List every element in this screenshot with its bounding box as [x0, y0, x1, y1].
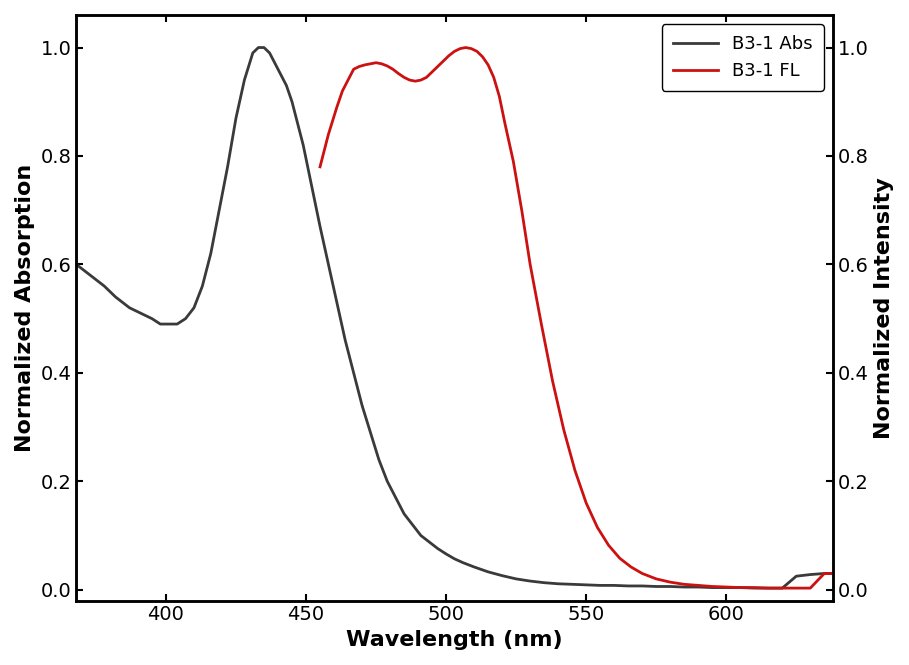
B3-1 Abs [827, 569, 838, 577]
Legend: B3-1 Abs, B3-1 FL: B3-1 Abs, B3-1 FL [662, 24, 824, 90]
B3-1 FL [433, 63, 444, 70]
B3-1 FL [827, 569, 838, 577]
B3-1 FL [315, 163, 325, 171]
B3-1 FL [763, 584, 774, 592]
B3-1 FL [558, 426, 569, 434]
B3-1 FL [426, 68, 437, 76]
B3-1 Abs [623, 582, 634, 590]
B3-1 Abs [749, 584, 760, 592]
B3-1 FL [460, 43, 471, 51]
Line: B3-1 FL: B3-1 FL [320, 47, 833, 588]
B3-1 Abs [253, 43, 264, 51]
B3-1 FL [376, 60, 387, 68]
B3-1 Abs [71, 261, 82, 269]
Y-axis label: Normalized Intensity: Normalized Intensity [874, 177, 894, 439]
Line: B3-1 Abs: B3-1 Abs [76, 47, 833, 588]
B3-1 FL [415, 76, 426, 84]
B3-1 Abs [664, 583, 675, 591]
B3-1 Abs [594, 581, 605, 589]
B3-1 Abs [636, 582, 647, 590]
B3-1 Abs [734, 584, 745, 592]
Y-axis label: Normalized Absorption: Normalized Absorption [15, 164, 35, 452]
X-axis label: Wavelength (nm): Wavelength (nm) [346, 630, 563, 650]
B3-1 FL [405, 76, 415, 84]
B3-1 Abs [146, 315, 157, 323]
